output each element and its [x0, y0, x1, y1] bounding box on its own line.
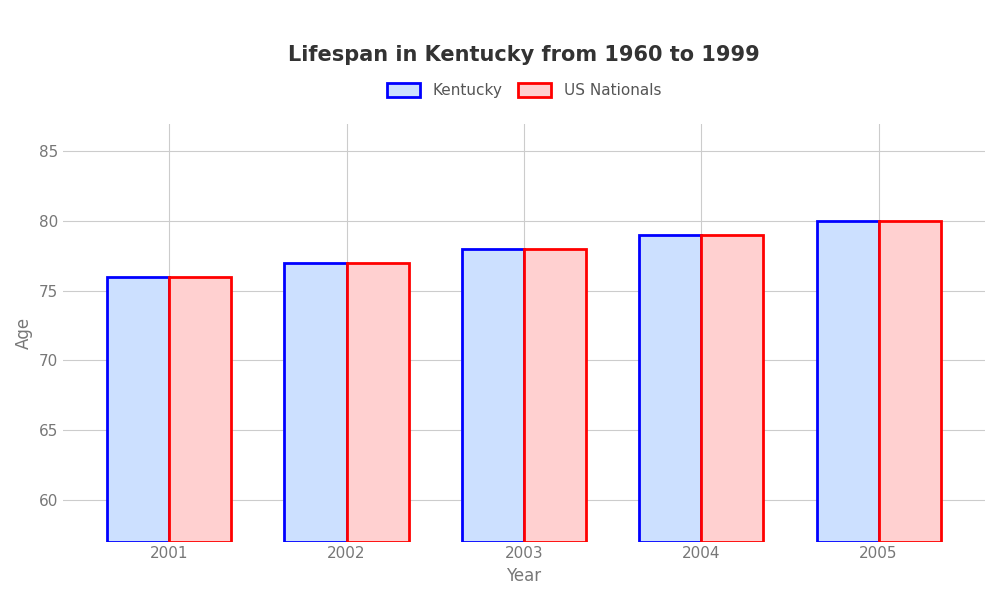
Bar [169, 277, 231, 542]
Title: Lifespan in Kentucky from 1960 to 1999: Lifespan in Kentucky from 1960 to 1999 [288, 45, 760, 65]
Bar [107, 277, 169, 542]
Bar [817, 221, 879, 542]
Legend: Kentucky, US Nationals: Kentucky, US Nationals [381, 77, 667, 104]
Bar [879, 221, 941, 542]
Bar [639, 235, 701, 542]
Bar [284, 263, 347, 542]
Bar [701, 235, 763, 542]
Bar [347, 263, 409, 542]
Y-axis label: Age: Age [15, 316, 33, 349]
X-axis label: Year: Year [506, 567, 541, 585]
Bar [462, 249, 524, 542]
Bar [524, 249, 586, 542]
